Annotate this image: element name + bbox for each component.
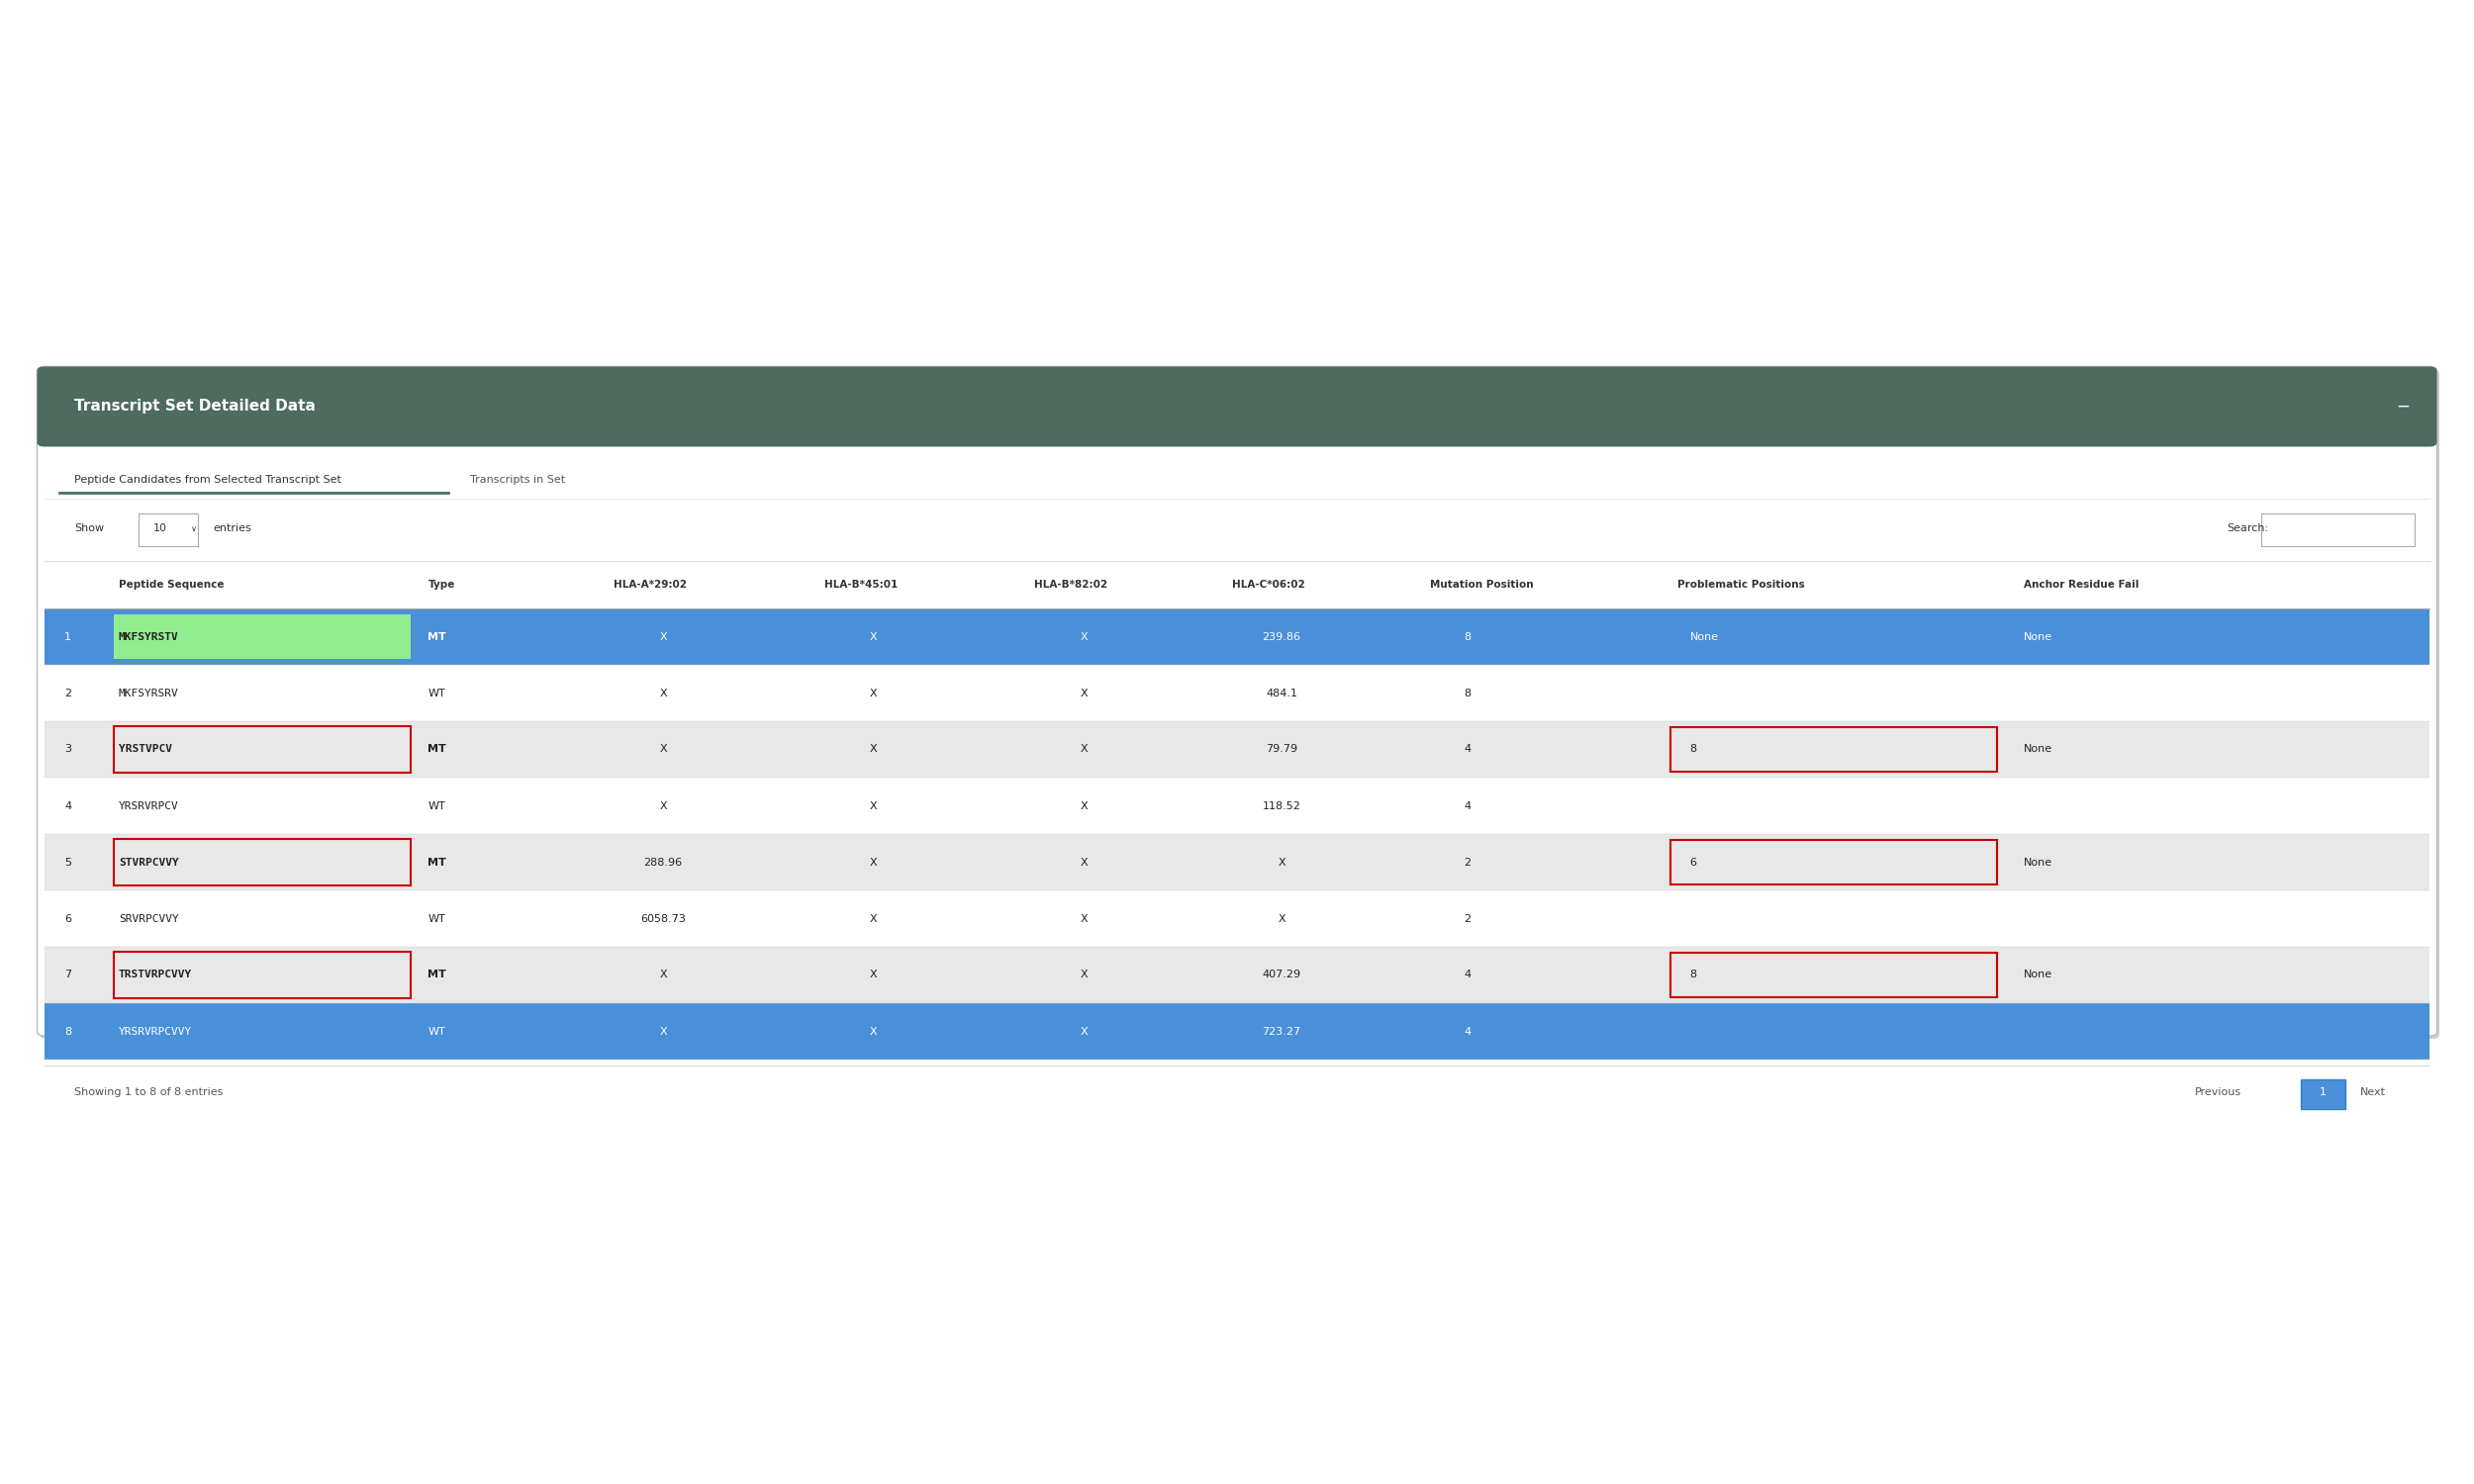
Text: X: X bbox=[658, 971, 668, 979]
Text: X: X bbox=[1079, 801, 1089, 810]
Text: X: X bbox=[868, 1027, 878, 1036]
Text: 6058.73: 6058.73 bbox=[641, 914, 685, 923]
Text: MT: MT bbox=[428, 858, 445, 867]
Text: ∨: ∨ bbox=[190, 524, 195, 533]
Text: WT: WT bbox=[428, 689, 445, 697]
Text: 2: 2 bbox=[64, 689, 72, 697]
Text: Peptide Sequence: Peptide Sequence bbox=[119, 580, 225, 589]
Text: MT: MT bbox=[428, 632, 445, 641]
Text: X: X bbox=[868, 632, 878, 641]
Text: X: X bbox=[658, 689, 668, 697]
Text: 3: 3 bbox=[64, 745, 72, 754]
Text: Show: Show bbox=[74, 524, 104, 533]
Text: X: X bbox=[1079, 914, 1089, 923]
Text: X: X bbox=[658, 801, 668, 810]
Text: STVRPCVVY: STVRPCVVY bbox=[119, 858, 178, 867]
Text: HLA-B*82:02: HLA-B*82:02 bbox=[1034, 580, 1108, 589]
Text: 4: 4 bbox=[1465, 971, 1470, 979]
Text: WT: WT bbox=[428, 1027, 445, 1036]
Text: 4: 4 bbox=[1465, 801, 1470, 810]
Text: MT: MT bbox=[428, 971, 445, 979]
Text: WT: WT bbox=[428, 914, 445, 923]
Text: SRVRPCVVY: SRVRPCVVY bbox=[119, 914, 178, 923]
Text: MT: MT bbox=[428, 745, 445, 754]
Text: Problematic Positions: Problematic Positions bbox=[1677, 580, 1806, 589]
Text: TRSTVRPCVVY: TRSTVRPCVVY bbox=[119, 971, 193, 979]
Text: X: X bbox=[1079, 971, 1089, 979]
Text: 407.29: 407.29 bbox=[1262, 971, 1301, 979]
Text: Next: Next bbox=[2360, 1088, 2385, 1097]
Text: 1: 1 bbox=[2321, 1088, 2326, 1097]
Text: X: X bbox=[1277, 858, 1286, 867]
Text: 8: 8 bbox=[1690, 745, 1697, 754]
Text: X: X bbox=[868, 858, 878, 867]
Text: X: X bbox=[868, 689, 878, 697]
Text: 723.27: 723.27 bbox=[1262, 1027, 1301, 1036]
Text: YRSTVPCV: YRSTVPCV bbox=[119, 745, 173, 754]
Text: YRSRVRPCV: YRSRVRPCV bbox=[119, 801, 178, 810]
Text: Anchor Residue Fail: Anchor Residue Fail bbox=[2024, 580, 2140, 589]
Text: Transcripts in Set: Transcripts in Set bbox=[470, 475, 564, 484]
Text: 4: 4 bbox=[64, 801, 72, 810]
Text: X: X bbox=[658, 745, 668, 754]
Text: 484.1: 484.1 bbox=[1267, 689, 1296, 697]
Text: 1: 1 bbox=[64, 632, 72, 641]
Text: 288.96: 288.96 bbox=[643, 858, 683, 867]
Text: MKFSYRSTV: MKFSYRSTV bbox=[119, 632, 178, 641]
Text: 8: 8 bbox=[64, 1027, 72, 1036]
Text: Search:: Search: bbox=[2227, 524, 2269, 533]
Text: 10: 10 bbox=[153, 524, 168, 533]
Text: X: X bbox=[658, 1027, 668, 1036]
Text: 118.52: 118.52 bbox=[1262, 801, 1301, 810]
Text: Showing 1 to 8 of 8 entries: Showing 1 to 8 of 8 entries bbox=[74, 1088, 223, 1097]
Text: X: X bbox=[1079, 632, 1089, 641]
Text: 5: 5 bbox=[64, 858, 72, 867]
Text: 7: 7 bbox=[64, 971, 72, 979]
Text: −: − bbox=[2395, 398, 2410, 416]
Text: X: X bbox=[1079, 858, 1089, 867]
Text: X: X bbox=[868, 971, 878, 979]
Text: X: X bbox=[868, 801, 878, 810]
Text: X: X bbox=[658, 632, 668, 641]
Text: X: X bbox=[868, 914, 878, 923]
Text: X: X bbox=[1079, 745, 1089, 754]
Text: 6: 6 bbox=[1690, 858, 1697, 867]
Text: None: None bbox=[2024, 745, 2053, 754]
Text: 8: 8 bbox=[1465, 632, 1470, 641]
Text: X: X bbox=[1277, 914, 1286, 923]
Text: HLA-C*06:02: HLA-C*06:02 bbox=[1232, 580, 1306, 589]
Text: None: None bbox=[1690, 632, 1719, 641]
Text: 2: 2 bbox=[1465, 858, 1470, 867]
Text: Mutation Position: Mutation Position bbox=[1430, 580, 1534, 589]
Text: X: X bbox=[1079, 1027, 1089, 1036]
Text: entries: entries bbox=[213, 524, 252, 533]
Text: 79.79: 79.79 bbox=[1267, 745, 1296, 754]
Text: X: X bbox=[868, 745, 878, 754]
Text: Transcript Set Detailed Data: Transcript Set Detailed Data bbox=[74, 399, 317, 414]
Text: 8: 8 bbox=[1465, 689, 1470, 697]
Text: 8: 8 bbox=[1690, 971, 1697, 979]
Text: HLA-B*45:01: HLA-B*45:01 bbox=[824, 580, 898, 589]
Text: 2: 2 bbox=[1465, 914, 1470, 923]
Text: X: X bbox=[1079, 689, 1089, 697]
Text: None: None bbox=[2024, 632, 2053, 641]
Text: Peptide Candidates from Selected Transcript Set: Peptide Candidates from Selected Transcr… bbox=[74, 475, 341, 484]
Text: 239.86: 239.86 bbox=[1262, 632, 1301, 641]
Text: MKFSYRSRV: MKFSYRSRV bbox=[119, 689, 178, 697]
Text: None: None bbox=[2024, 858, 2053, 867]
Text: None: None bbox=[2024, 971, 2053, 979]
Text: 6: 6 bbox=[64, 914, 72, 923]
Text: WT: WT bbox=[428, 801, 445, 810]
Text: 4: 4 bbox=[1465, 1027, 1470, 1036]
Text: Type: Type bbox=[428, 580, 455, 589]
Text: YRSRVRPCVVY: YRSRVRPCVVY bbox=[119, 1027, 193, 1036]
Text: Previous: Previous bbox=[2194, 1088, 2241, 1097]
Text: 4: 4 bbox=[1465, 745, 1470, 754]
Text: HLA-A*29:02: HLA-A*29:02 bbox=[614, 580, 688, 589]
